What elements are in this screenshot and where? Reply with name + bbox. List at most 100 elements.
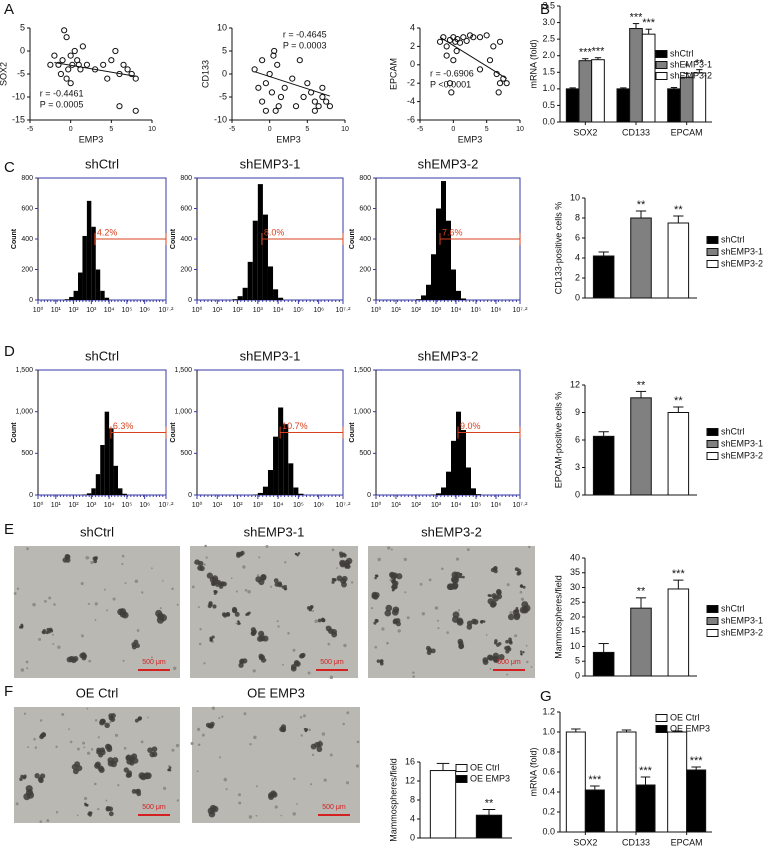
histogram-bar: [64, 299, 70, 300]
bar: [592, 435, 615, 496]
point: [296, 57, 303, 64]
debris: [86, 707, 89, 710]
x-tick-label: -5: [417, 126, 423, 133]
y-tick-label: 200: [359, 266, 371, 273]
point: [319, 84, 326, 91]
sphere: [80, 652, 87, 658]
debris: [374, 645, 378, 649]
micrograph: [190, 544, 358, 679]
sphere: [239, 658, 245, 664]
y-tick-label: 0.4: [542, 786, 555, 796]
sphere: [25, 789, 34, 797]
sphere: [236, 553, 241, 558]
x-tick-label: 10²: [68, 307, 79, 314]
debris: [525, 644, 528, 647]
y-tick-label: 5: [222, 45, 227, 55]
significance: ***: [588, 774, 602, 786]
debris: [356, 740, 360, 744]
x-tick-label: 10⁶: [313, 307, 324, 314]
point: [448, 89, 455, 96]
legend-label: shCtrl: [721, 603, 745, 613]
sphere: [490, 567, 495, 573]
point: [47, 61, 54, 68]
y-tick-label: 400: [180, 236, 192, 243]
debris: [526, 660, 529, 664]
debris: [97, 807, 100, 811]
point: [319, 93, 326, 101]
debris: [105, 799, 108, 802]
sphere: [375, 619, 379, 623]
sphere: [498, 654, 505, 661]
bar: [635, 784, 656, 833]
significance: **: [674, 204, 683, 216]
debris: [159, 607, 162, 610]
x-tick-label: 10⁷·²: [513, 502, 529, 509]
debris: [211, 706, 215, 710]
sphere: [490, 600, 497, 607]
y-axis-label: EPCAM: [388, 58, 398, 90]
histogram-bar: [91, 226, 96, 300]
x-tick-label: SOX2: [573, 127, 597, 137]
debris: [323, 778, 327, 782]
debris: [218, 756, 221, 759]
debris: [87, 602, 90, 606]
debris: [203, 563, 206, 566]
sphere: [212, 604, 217, 609]
sphere: [374, 576, 377, 580]
point: [450, 57, 457, 64]
y-axis-label: Count: [170, 422, 177, 443]
debris: [280, 814, 283, 817]
bar: [592, 651, 615, 677]
y-tick-label: 10: [217, 22, 227, 32]
y-tick-label: 0.6: [542, 766, 555, 776]
sphere: [336, 575, 343, 582]
sphere: [331, 580, 335, 584]
sphere: [104, 722, 110, 729]
x-tick-label: 10¹: [51, 307, 62, 314]
x-tick-label: 10⁷·²: [336, 307, 352, 314]
debris: [528, 545, 531, 549]
point: [272, 107, 279, 114]
y-tick-label: 10: [570, 192, 580, 202]
y-tick-label: 0.5: [542, 100, 555, 110]
debris: [27, 746, 30, 749]
y-tick-label: 2: [410, 41, 415, 51]
y-tick-label: 3.0: [542, 17, 555, 27]
y-tick-label: 16: [405, 756, 415, 766]
debris: [55, 745, 58, 749]
point: [270, 52, 277, 59]
sphere: [149, 751, 156, 758]
x-tick-label: 10²: [411, 307, 422, 314]
debris: [136, 629, 140, 632]
point: [304, 80, 311, 87]
image-title: shEMP3-2: [421, 524, 482, 539]
sphere: [375, 574, 379, 578]
sphere: [452, 611, 460, 619]
sphere: [99, 718, 106, 725]
sphere: [86, 803, 89, 807]
panel-label: B: [540, 1, 550, 18]
point: [132, 75, 139, 82]
chart-title: shCtrl: [85, 156, 119, 171]
debris: [466, 548, 470, 552]
debris: [15, 802, 19, 806]
legend-label: shCtrl: [721, 234, 745, 244]
histogram-bar: [91, 488, 96, 495]
significance: ***: [630, 11, 644, 23]
scale-label: 500 μm: [142, 804, 166, 811]
sphere: [280, 726, 286, 732]
x-tick-label: 0: [451, 126, 455, 133]
sphere: [505, 639, 509, 644]
histogram-bar: [456, 290, 461, 300]
sphere: [509, 640, 513, 645]
sphere: [489, 594, 492, 597]
debris: [106, 609, 109, 612]
point: [259, 98, 266, 105]
debris: [39, 719, 43, 722]
x-tick-label: 5: [485, 126, 489, 133]
debris: [255, 814, 258, 817]
x-tick-label: 10⁴: [451, 502, 462, 509]
debris: [97, 736, 100, 739]
y-tick-label: 1.2: [542, 706, 555, 716]
y-tick-label: 500: [21, 450, 33, 457]
